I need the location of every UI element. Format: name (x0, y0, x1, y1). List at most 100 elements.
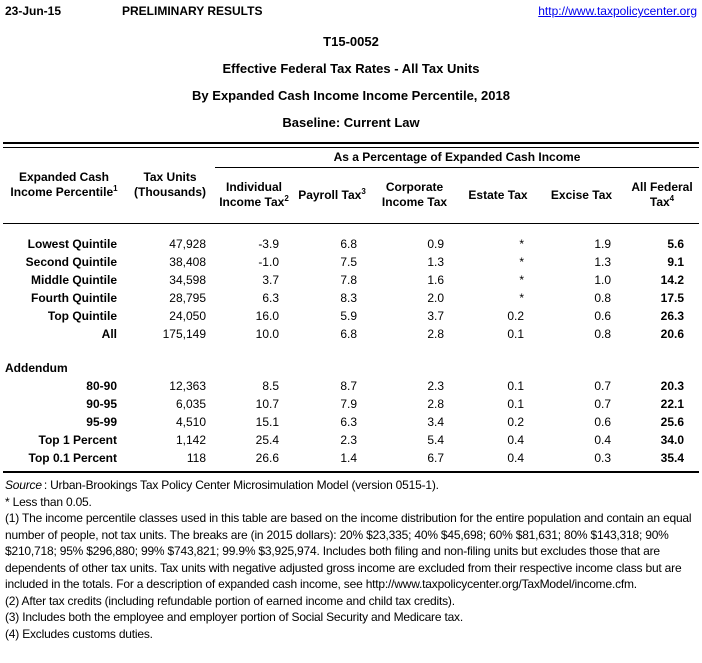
column-header-tax-units: Tax Units (Thousands) (125, 148, 215, 224)
cell-individual-income-tax: 3.7 (262, 273, 279, 287)
cell-tax-units: 47,928 (169, 237, 206, 251)
table-number-title: T15-0052 (323, 34, 379, 49)
column-header-row: Individual Income Tax2 Payroll Tax3 Corp… (3, 167, 699, 224)
row-label: 90-95 (86, 397, 117, 411)
cell-corporate-income-tax: 2.3 (427, 379, 444, 393)
table-row: All 175,149 10.0 6.8 2.8 0.1 0.8 20.6 (3, 325, 699, 343)
cell-individual-income-tax: -1.0 (258, 255, 279, 269)
cell-payroll-tax: 7.8 (340, 273, 357, 287)
column-header-excise-tax: Excise Tax (538, 167, 625, 224)
column-header-payroll-tax: Payroll Tax3 (293, 167, 371, 224)
taxpolicycenter-link[interactable]: http://www.taxpolicycenter.org (538, 4, 697, 18)
cell-estate-tax: 0.2 (507, 309, 524, 323)
source-text: : Urban-Brookings Tax Policy Center Micr… (43, 478, 439, 492)
cell-payroll-tax: 8.3 (340, 291, 357, 305)
cell-payroll-tax: 6.8 (340, 327, 357, 341)
cell-all-federal-tax: 20.3 (660, 379, 684, 393)
cell-payroll-tax: 2.3 (340, 433, 357, 447)
title-block: T15-0052 Effective Federal Tax Rates - A… (3, 28, 699, 136)
addendum-heading-row: Addendum (3, 359, 699, 377)
row-label: 95-99 (86, 415, 117, 429)
row-label: Middle Quintile (31, 273, 117, 287)
table-row: Lowest Quintile 47,928 -3.9 6.8 0.9 * 1.… (3, 235, 699, 253)
cell-corporate-income-tax: 2.8 (427, 397, 444, 411)
cell-excise-tax: 0.8 (594, 327, 611, 341)
cell-all-federal-tax: 9.1 (667, 255, 684, 269)
table-top-double-rule (3, 142, 699, 148)
column-header-estate-tax: Estate Tax (458, 167, 538, 224)
table-subtitle: By Expanded Cash Income Income Percentil… (192, 88, 510, 103)
spacer-row (3, 467, 699, 472)
cell-individual-income-tax: 15.1 (255, 415, 279, 429)
cell-corporate-income-tax: 3.7 (427, 309, 444, 323)
cell-excise-tax: 0.6 (594, 309, 611, 323)
table-row: 80-90 12,363 8.5 8.7 2.3 0.1 0.7 20.3 (3, 377, 699, 395)
cell-individual-income-tax: 25.4 (255, 433, 279, 447)
cell-individual-income-tax: 6.3 (262, 291, 279, 305)
cell-excise-tax: 0.6 (594, 415, 611, 429)
baseline-title: Baseline: Current Law (282, 115, 420, 130)
cell-all-federal-tax: 22.1 (660, 397, 684, 411)
group-header-row: Expanded Cash Income Percentile1 Tax Uni… (3, 148, 699, 224)
row-label: Fourth Quintile (31, 291, 117, 305)
cell-corporate-income-tax: 2.0 (427, 291, 444, 305)
column-header-percentile: Expanded Cash Income Percentile1 (3, 148, 125, 224)
cell-estate-tax: * (519, 237, 524, 251)
cell-payroll-tax: 7.9 (340, 397, 357, 411)
footnotes: Source: Urban-Brookings Tax Policy Cente… (3, 477, 699, 642)
spacer-row (3, 343, 699, 359)
cell-tax-units: 34,598 (169, 273, 206, 287)
cell-estate-tax: 0.1 (507, 397, 524, 411)
cell-corporate-income-tax: 5.4 (427, 433, 444, 447)
cell-tax-units: 12,363 (169, 379, 206, 393)
row-label: All (101, 327, 117, 341)
cell-payroll-tax: 6.3 (340, 415, 357, 429)
cell-estate-tax: * (519, 255, 524, 269)
cell-tax-units: 6,035 (175, 397, 206, 411)
cell-excise-tax: 0.3 (594, 451, 611, 465)
footnote-1: (1) The income percentile classes used i… (5, 511, 692, 591)
cell-corporate-income-tax: 1.3 (427, 255, 444, 269)
cell-payroll-tax: 6.8 (340, 237, 357, 251)
cell-all-federal-tax: 20.6 (660, 327, 684, 341)
row-label: Second Quintile (25, 255, 117, 269)
table-row: Second Quintile 38,408 -1.0 7.5 1.3 * 1.… (3, 253, 699, 271)
row-label: Top 1 Percent (38, 433, 117, 447)
footnote-4: (4) Excludes customs duties. (5, 626, 153, 641)
cell-corporate-income-tax: 1.6 (427, 273, 444, 287)
cell-all-federal-tax: 5.6 (667, 237, 684, 251)
cell-all-federal-tax: 14.2 (660, 273, 684, 287)
cell-tax-units: 175,149 (162, 327, 206, 341)
cell-corporate-income-tax: 3.4 (427, 415, 444, 429)
cell-payroll-tax: 1.4 (340, 451, 357, 465)
cell-tax-units: 1,142 (175, 433, 206, 447)
cell-corporate-income-tax: 2.8 (427, 327, 444, 341)
cell-payroll-tax: 8.7 (340, 379, 357, 393)
table-row: Middle Quintile 34,598 3.7 7.8 1.6 * 1.0… (3, 271, 699, 289)
cell-tax-units: 118 (186, 451, 206, 465)
preliminary-results-label: PRELIMINARY RESULTS (122, 4, 263, 18)
cell-individual-income-tax: 10.7 (255, 397, 279, 411)
spacer-row (3, 223, 699, 235)
cell-excise-tax: 1.0 (594, 273, 611, 287)
cell-estate-tax: 0.4 (507, 451, 524, 465)
table-row: Top 1 Percent 1,142 25.4 2.3 5.4 0.4 0.4… (3, 431, 699, 449)
table-main-title: Effective Federal Tax Rates - All Tax Un… (222, 61, 480, 76)
source-note: Source: Urban-Brookings Tax Policy Cente… (5, 477, 697, 494)
cell-all-federal-tax: 17.5 (660, 291, 684, 305)
cell-estate-tax: 0.4 (507, 433, 524, 447)
column-header-all-federal-tax: All Federal Tax4 (625, 167, 699, 224)
table-row: 95-99 4,510 15.1 6.3 3.4 0.2 0.6 25.6 (3, 413, 699, 431)
row-label: Top 0.1 Percent (28, 451, 117, 465)
row-label: Lowest Quintile (27, 237, 117, 251)
cell-payroll-tax: 7.5 (340, 255, 357, 269)
cell-all-federal-tax: 25.6 (660, 415, 684, 429)
cell-excise-tax: 0.4 (594, 433, 611, 447)
date-label: 23-Jun-15 (5, 4, 62, 18)
table-row: Fourth Quintile 28,795 6.3 8.3 2.0 * 0.8… (3, 289, 699, 307)
cell-estate-tax: * (519, 291, 524, 305)
table-row: Top 0.1 Percent 118 26.6 1.4 6.7 0.4 0.3… (3, 449, 699, 467)
footnote-2: (2) After tax credits (including refunda… (5, 593, 455, 608)
cell-estate-tax: 0.2 (507, 415, 524, 429)
